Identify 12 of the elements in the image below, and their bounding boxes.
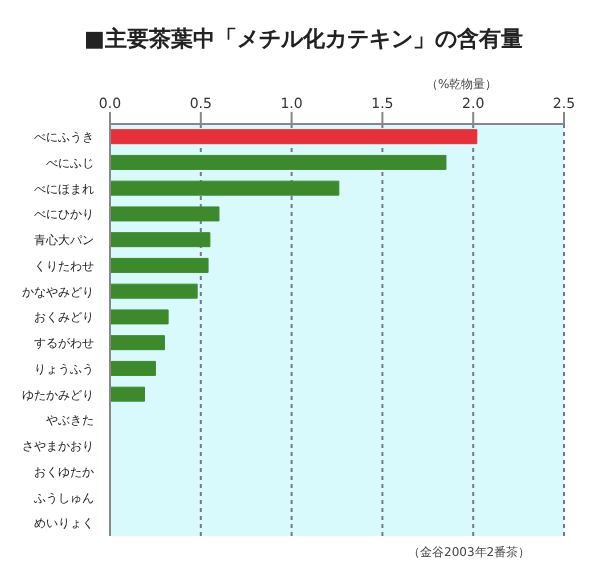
bar (110, 232, 211, 248)
bar (110, 257, 209, 273)
bar (110, 154, 447, 170)
bar (110, 180, 340, 196)
bar (110, 360, 156, 376)
bar (110, 335, 165, 351)
bar (110, 283, 198, 299)
bar (110, 386, 145, 402)
bar (110, 206, 220, 222)
bar (110, 129, 478, 145)
chart-title: ■主要茶葉中「メチル化カテキン」の含有量 (84, 24, 523, 54)
bar (110, 309, 169, 325)
